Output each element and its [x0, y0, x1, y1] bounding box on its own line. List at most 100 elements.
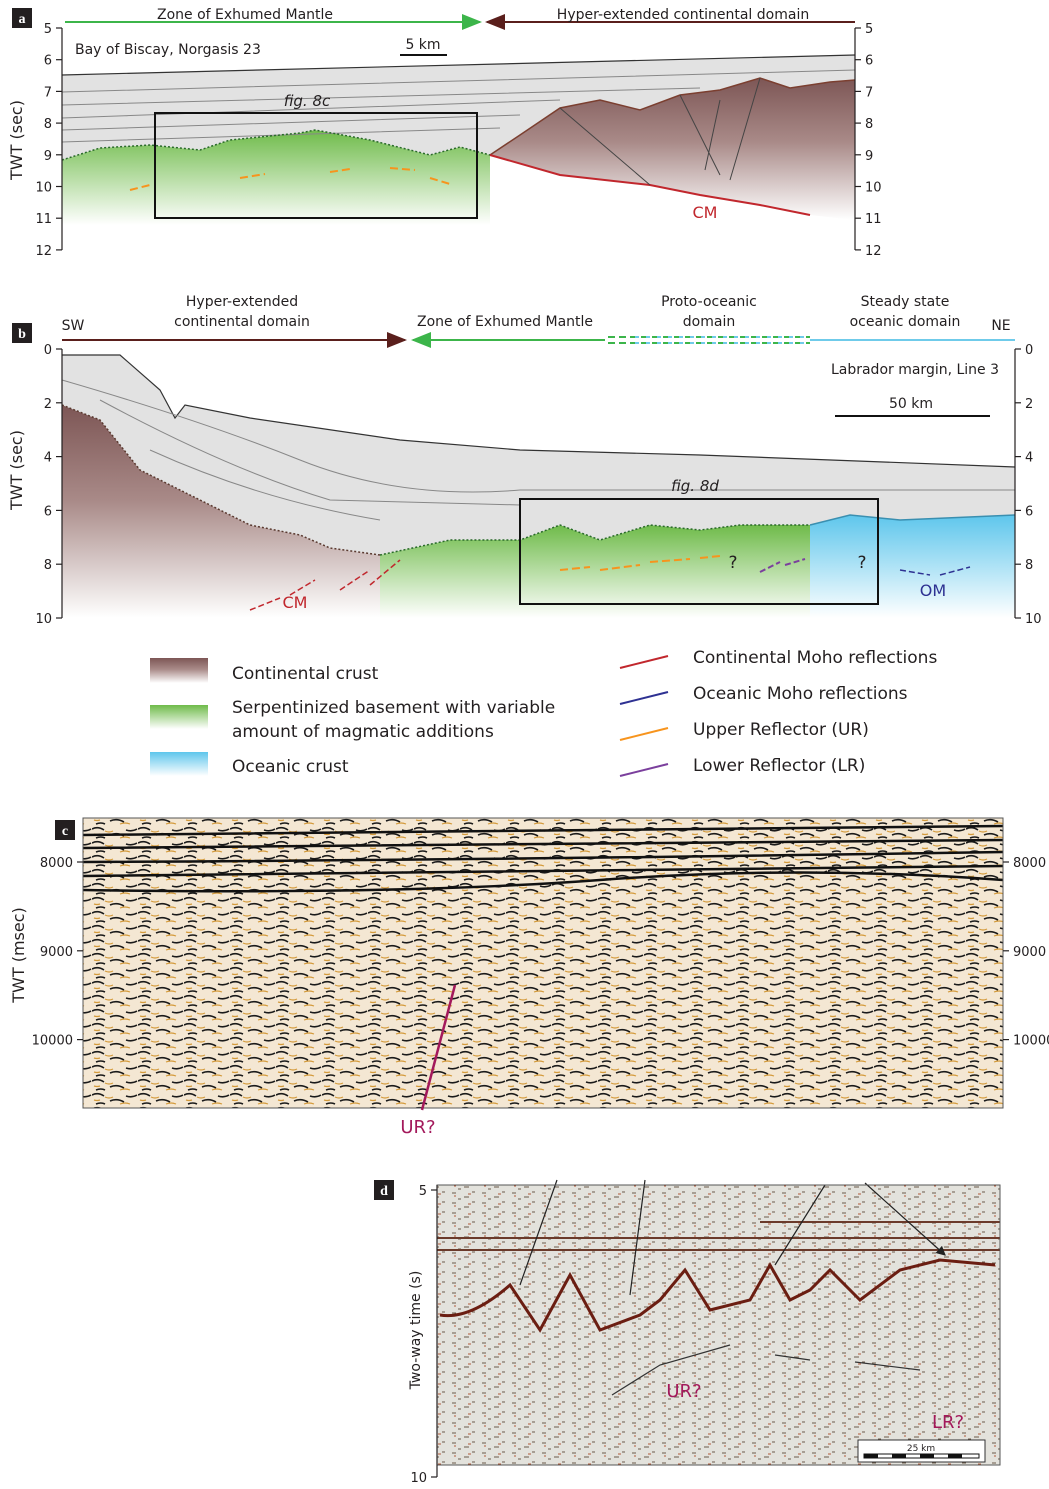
panel-label-box: [12, 323, 32, 343]
scale-label: 5 km: [405, 37, 440, 53]
location: Labrador margin, Line 3: [831, 362, 999, 378]
tick-label: 10: [1025, 612, 1042, 627]
end-label: SW: [62, 318, 85, 334]
legend-line: [619, 691, 669, 705]
tick-label: 2: [1025, 397, 1033, 412]
domain-label: continental domain: [174, 314, 310, 330]
scale-label: 50 km: [889, 396, 933, 412]
seismic-reflector: [82, 824, 1004, 893]
annotation: ?: [728, 553, 737, 573]
tick-label: 4: [44, 451, 52, 466]
domain-dashes: [635, 336, 810, 344]
panel-label-box: [374, 1180, 394, 1200]
legend-label: Oceanic Moho reflections: [693, 684, 908, 704]
tick-label: 8000: [40, 856, 73, 871]
legend-label: amount of magmatic additions: [232, 722, 494, 742]
tick-label: 6: [1025, 504, 1033, 519]
tick-label: 0: [44, 343, 52, 358]
tick-label: 10: [410, 1471, 427, 1485]
interpreted-reflector: [611, 1344, 921, 1396]
tick-label: 9: [44, 149, 52, 164]
seismic-frame: [82, 817, 1004, 1109]
tick-label: 10: [865, 181, 882, 196]
tick-label: 9: [865, 149, 873, 164]
legend-swatch: [150, 752, 208, 776]
pointer-arrow: [519, 1179, 945, 1296]
tick-label: 11: [865, 212, 882, 227]
domain-label: Zone of Exhumed Mantle: [157, 7, 333, 23]
panel-label: d: [380, 1184, 388, 1199]
section: [61, 54, 856, 225]
legend-label: Continental crust: [232, 664, 379, 684]
tick-label: 4: [1025, 451, 1033, 466]
domain-label: Zone of Exhumed Mantle: [417, 314, 593, 330]
seismic-image: [83, 818, 1003, 1108]
tick-label: 7: [865, 85, 873, 100]
domain-label: oceanic domain: [850, 314, 961, 330]
tick-label: 10000: [1013, 1034, 1049, 1049]
tick-label: 10: [35, 612, 52, 627]
tick-label: 9000: [40, 945, 73, 960]
legend-label: Oceanic crust: [232, 757, 349, 777]
section: [61, 354, 1016, 618]
legend-line: [619, 655, 669, 669]
tick-label: 5: [865, 22, 873, 37]
tick-label: 12: [865, 244, 882, 259]
tick-label: 11: [35, 212, 52, 227]
domain-dashes: [608, 336, 810, 344]
tick-label: 8000: [1013, 856, 1046, 871]
tick-label: 6: [44, 54, 52, 69]
legend-line: [619, 727, 669, 741]
tick-label: 5: [44, 22, 52, 37]
inset-box: [154, 112, 478, 219]
tick-label: 5: [419, 1184, 427, 1199]
panel-label-box: [12, 8, 32, 28]
inset-label: fig. 8c: [284, 92, 331, 110]
legend-label: Serpentinized basement with variable: [232, 698, 555, 718]
domain-label: domain: [683, 314, 735, 330]
panel-label: b: [18, 327, 26, 342]
tick-label: 9000: [1013, 945, 1046, 960]
tick-label: 10: [35, 181, 52, 196]
legend-label: Continental Moho reflections: [693, 648, 937, 668]
inset-label: fig. 8d: [671, 477, 719, 495]
annotation: UR?: [666, 1381, 701, 1402]
panel-label: a: [19, 12, 26, 27]
tick-label: 7: [44, 85, 52, 100]
tick-label: 6: [44, 504, 52, 519]
tick-label: 8: [865, 117, 873, 132]
seismic-reflector: [437, 1221, 1000, 1251]
basement-reflector: [439, 1258, 996, 1333]
domain-label: Hyper-extended: [186, 294, 298, 310]
domain-label: Steady state: [861, 294, 950, 310]
inset-box: [519, 498, 879, 605]
annotation-line: [420, 984, 457, 1111]
axis-label: TWT (msec): [9, 907, 28, 1004]
domain-label: Hyper-extended continental domain: [557, 7, 809, 23]
legend-label: Upper Reflector (UR): [693, 720, 869, 740]
annotation: LR?: [932, 1412, 964, 1433]
domain-label: Proto-oceanic: [661, 294, 757, 310]
annotation: UR?: [400, 1117, 435, 1138]
legend-line: [619, 763, 669, 777]
annotation: CM: [693, 203, 718, 222]
tick-label: 8: [1025, 558, 1033, 573]
legend-swatch: [150, 658, 208, 683]
seismic-image: [437, 1185, 1000, 1465]
axis-label: Two-way time (s): [408, 1271, 424, 1391]
panel-label-box: [55, 820, 75, 840]
panel-label: c: [62, 824, 68, 839]
axis-label: TWT (sec): [7, 430, 26, 511]
legend-label: Lower Reflector (LR): [693, 756, 865, 776]
legend-swatch: [150, 705, 208, 729]
tick-label: 6: [865, 54, 873, 69]
annotation: CM: [283, 593, 308, 612]
tick-label: 12: [35, 244, 52, 259]
tick-label: 2: [44, 397, 52, 412]
annotation: OM: [920, 581, 946, 600]
annotation: ?: [857, 553, 866, 573]
scale-label: 25 km: [907, 1444, 935, 1454]
tick-label: 8: [44, 117, 52, 132]
location: Bay of Biscay, Norgasis 23: [75, 42, 261, 58]
